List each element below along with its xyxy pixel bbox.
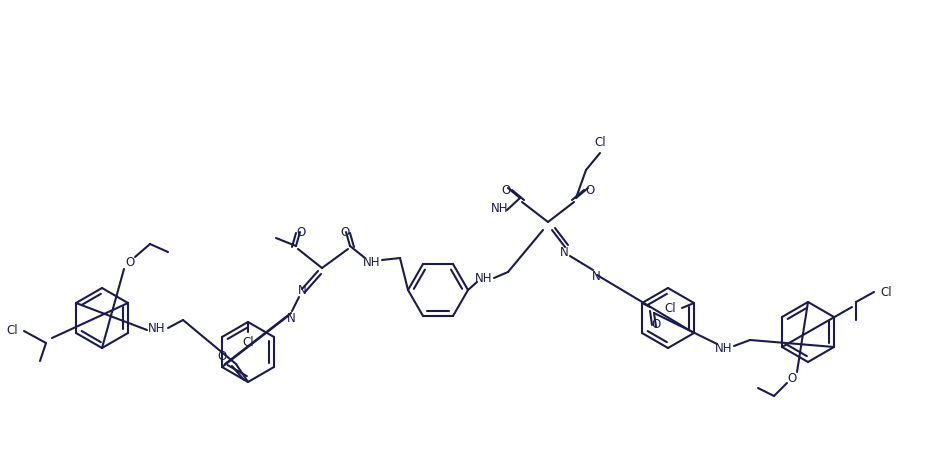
Text: N: N	[559, 246, 569, 258]
Text: N: N	[286, 311, 296, 325]
Text: O: O	[501, 184, 511, 197]
Text: Cl: Cl	[594, 137, 606, 149]
Text: O: O	[340, 226, 350, 238]
Text: NH: NH	[363, 256, 380, 268]
Text: O: O	[787, 371, 797, 385]
Text: NH: NH	[492, 201, 509, 215]
Text: O: O	[126, 256, 135, 268]
Text: NH: NH	[715, 341, 733, 355]
Text: NH: NH	[148, 321, 165, 335]
Text: Cl: Cl	[7, 325, 18, 337]
Text: NH: NH	[476, 271, 493, 285]
Text: Cl: Cl	[881, 286, 892, 298]
Text: N: N	[592, 269, 600, 282]
Text: O: O	[586, 184, 594, 197]
Text: Cl: Cl	[243, 336, 254, 348]
Text: Cl: Cl	[664, 301, 676, 315]
Text: O: O	[651, 318, 661, 331]
Text: O: O	[297, 226, 305, 238]
Text: O: O	[218, 350, 226, 364]
Text: N: N	[298, 284, 306, 297]
